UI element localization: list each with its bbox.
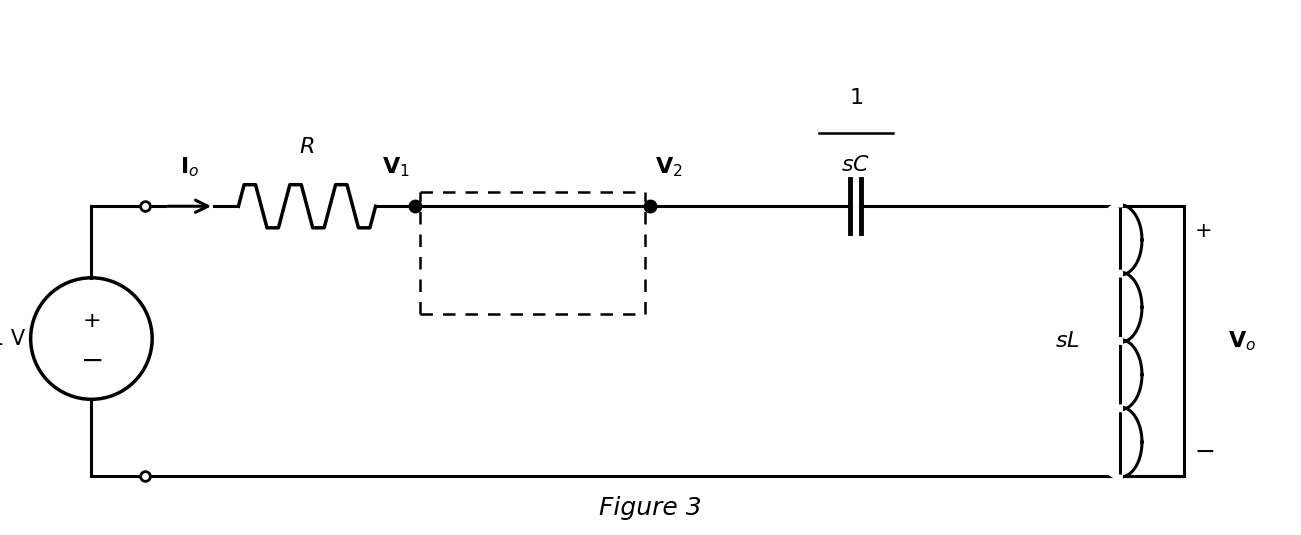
Text: Figure 3: Figure 3 <box>598 496 701 520</box>
Text: $-$: $-$ <box>1194 439 1214 463</box>
Text: $1$: $1$ <box>848 88 863 109</box>
Text: $+$: $+$ <box>82 311 100 331</box>
Text: $\mathbf{V}_o$: $\mathbf{V}_o$ <box>1228 329 1257 353</box>
Text: 1 V: 1 V <box>0 328 25 348</box>
Text: $\mathbf{I}_o$: $\mathbf{I}_o$ <box>180 155 199 179</box>
Text: $sC$: $sC$ <box>842 155 870 175</box>
Text: $+$: $+$ <box>1194 221 1211 241</box>
Text: $-$: $-$ <box>81 346 103 374</box>
Text: $sL$: $sL$ <box>1055 331 1080 351</box>
Text: $R$: $R$ <box>299 137 315 157</box>
Text: $\mathbf{V}_1$: $\mathbf{V}_1$ <box>382 155 410 179</box>
Text: $\mathbf{V}_2$: $\mathbf{V}_2$ <box>654 155 683 179</box>
